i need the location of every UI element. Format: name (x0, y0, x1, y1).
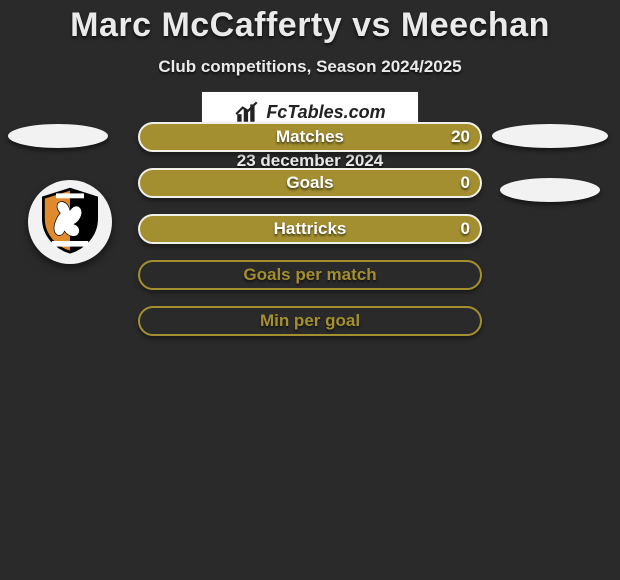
stat-bar: Min per goal (138, 306, 482, 336)
stat-bar: Matches20 (138, 122, 482, 152)
stat-bar: Goals per match (138, 260, 482, 290)
comparison-widget: Marc McCafferty vs Meechan Club competit… (0, 0, 620, 580)
stat-bar: Goals0 (138, 168, 482, 198)
stat-bar-label: Goals per match (140, 262, 480, 288)
player-left-avatar-placeholder (8, 124, 108, 148)
club-crest-icon (35, 185, 105, 260)
page-title: Marc McCafferty vs Meechan (0, 0, 620, 45)
fctables-logo-text: FcTables.com (266, 102, 385, 123)
stat-bars: Matches20Goals0Hattricks0Goals per match… (138, 122, 482, 352)
stat-bar-value-right: 0 (461, 170, 470, 196)
stat-bar-label: Goals (140, 170, 480, 196)
stat-bar: Hattricks0 (138, 214, 482, 244)
player-right-avatar-placeholder-2 (500, 178, 600, 202)
club-crest-left (28, 180, 112, 264)
stat-bar-label: Min per goal (140, 308, 480, 334)
stat-bar-value-right: 20 (451, 124, 470, 150)
stat-bar-label: Hattricks (140, 216, 480, 242)
player-right-avatar-placeholder-1 (492, 124, 608, 148)
stat-bar-label: Matches (140, 124, 480, 150)
stat-bar-value-right: 0 (461, 216, 470, 242)
subtitle: Club competitions, Season 2024/2025 (0, 57, 620, 77)
